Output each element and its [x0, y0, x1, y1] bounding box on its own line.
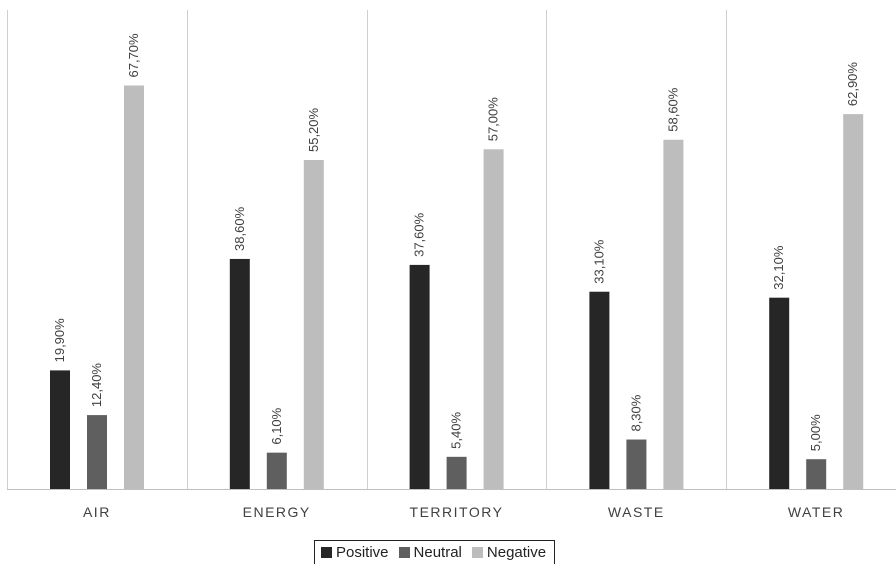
category-label-water: WATER	[788, 504, 845, 520]
bar-neutral-air	[87, 415, 107, 489]
legend-item-negative: Negative	[471, 544, 547, 561]
data-label: 5,00%	[808, 414, 823, 451]
category-label-energy: ENERGY	[243, 504, 311, 520]
legend: Positive Neutral Negative	[314, 540, 556, 564]
data-label: 38,60%	[232, 206, 247, 251]
legend-label-negative: Negative	[486, 544, 547, 561]
data-label: 6,10%	[269, 407, 284, 444]
legend-swatch-positive	[321, 547, 332, 558]
data-label: 37,60%	[412, 212, 427, 257]
category-label-waste: WASTE	[608, 504, 665, 520]
bar-positive-territory	[409, 264, 430, 489]
bar-positive-waste	[589, 291, 610, 489]
bar-chart: 19,90% 12,40% 67,70% AIR 38,60% 6,10% 55,20% EN…	[7, 10, 896, 520]
data-label: 62,90%	[845, 62, 860, 107]
category-label-air: AIR	[83, 504, 111, 520]
legend-swatch-negative	[471, 547, 483, 558]
legend-item-positive: Positive	[321, 544, 389, 561]
data-label: 32,10%	[771, 245, 786, 290]
legend-label-positive: Positive	[336, 544, 389, 561]
bar-positive-air	[50, 370, 70, 489]
bar-neutral-energy	[266, 452, 287, 489]
bar-negative-territory	[483, 149, 504, 489]
data-label: 12,40%	[89, 363, 104, 408]
bar-neutral-water	[806, 459, 827, 489]
bar-positive-energy	[229, 258, 250, 489]
bar-positive-water	[769, 297, 790, 489]
bar-neutral-territory	[446, 456, 467, 489]
bar-negative-energy	[303, 160, 324, 489]
data-label: 8,30%	[628, 394, 643, 431]
legend-swatch-neutral	[398, 547, 410, 558]
legend-label-neutral: Neutral	[413, 544, 462, 561]
bar-negative-air	[124, 85, 144, 490]
data-label: 58,60%	[665, 87, 680, 132]
bar-neutral-waste	[626, 439, 647, 489]
data-label: 19,90%	[52, 318, 67, 363]
bar-negative-waste	[663, 139, 684, 489]
bar-negative-water	[843, 114, 864, 489]
data-label: 5,40%	[449, 412, 464, 449]
legend-item-neutral: Neutral	[398, 544, 462, 561]
data-label: 57,00%	[486, 97, 501, 142]
data-label: 55,20%	[306, 107, 321, 152]
data-label: 67,70%	[126, 33, 141, 78]
category-label-territory: TERRITORY	[410, 504, 504, 520]
data-label: 33,10%	[591, 239, 606, 284]
